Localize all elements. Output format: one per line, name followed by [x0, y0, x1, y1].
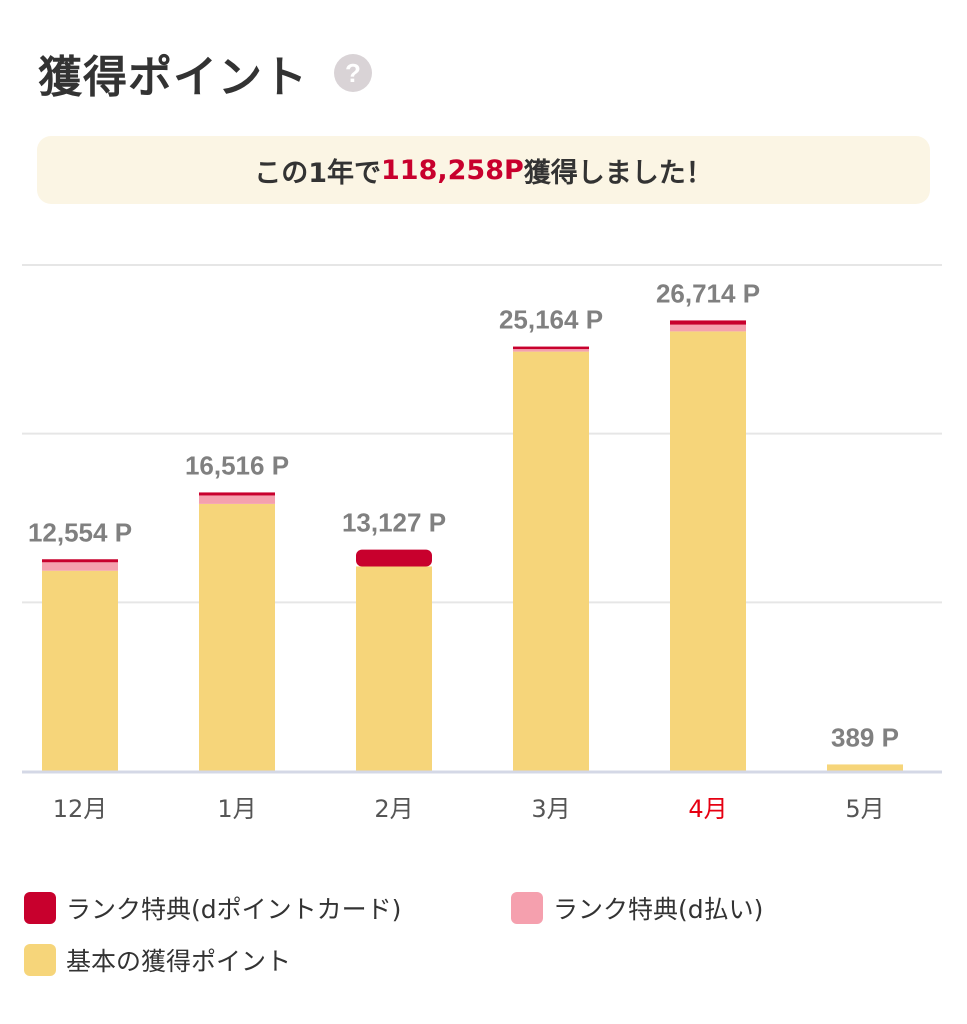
bar-basic-5 [827, 764, 903, 771]
bar-basic-2 [356, 566, 432, 771]
header: 獲得ポイント ? [38, 38, 372, 108]
bar-basic-3 [513, 351, 589, 771]
bar-total-label-2: 13,127 P [342, 508, 446, 538]
bar-rank-dpay-1 [199, 495, 275, 504]
bar-rank-card-0 [42, 559, 118, 563]
bar-basic-4 [670, 331, 746, 771]
bar-total-label-1: 16,516 P [185, 450, 289, 480]
bar-rank-card-4 [670, 320, 746, 325]
legend-item-rank-dpay: ランク特典(d払い) [511, 890, 763, 926]
bar-total-label-3: 25,164 P [499, 305, 603, 335]
summary-amount: 118,258P [381, 154, 524, 186]
points-bar-chart: 12,554 P 12月 16,516 P 1月 13,127 P 2月 25,164 P 3… [22, 264, 942, 823]
bar-total-label-5: 389 P [831, 722, 899, 752]
question-mark-icon[interactable]: ? [334, 54, 372, 92]
bar-rank-dpay-4 [670, 324, 746, 332]
month-label-2: 2月 [374, 795, 413, 823]
month-label-1: 1月 [217, 795, 256, 823]
bar-total-label-4: 26,714 P [656, 278, 760, 308]
legend-label-basic: 基本の獲得ポイント [66, 947, 292, 976]
legend-label-rank-dpay: ランク特典(d払い) [553, 895, 764, 924]
summary-suffix: 獲得しました！ [523, 157, 713, 189]
page-title: 獲得ポイント [38, 52, 308, 103]
summary-prefix: この1年で [254, 157, 382, 189]
bar-rank-card-1 [199, 492, 275, 496]
legend-swatch-basic [24, 944, 56, 976]
month-label-0: 12月 [53, 795, 108, 823]
legend-label-rank-card: ランク特典(dポイントカード) [66, 895, 402, 924]
legend-item-rank-card: ランク特典(dポイントカード) [24, 890, 401, 926]
legend-swatch-rank-card [24, 892, 56, 924]
month-label-3: 3月 [531, 795, 570, 823]
month-label-4: 4月 [688, 795, 727, 823]
bar-rank-card-2 [356, 549, 432, 567]
bar-rank-dpay-0 [42, 562, 118, 571]
bar-basic-0 [42, 570, 118, 771]
bar-basic-1 [199, 503, 275, 771]
bar-rank-card-3 [513, 346, 589, 350]
month-label-5: 5月 [845, 795, 884, 823]
legend-item-basic: 基本の獲得ポイント [24, 942, 291, 978]
summary-banner: この1年で 118,258P 獲得しました！ [37, 136, 930, 204]
bar-total-label-0: 12,554 P [28, 517, 132, 547]
legend-swatch-rank-dpay [511, 892, 543, 924]
bar-rank-dpay-3 [513, 349, 589, 352]
